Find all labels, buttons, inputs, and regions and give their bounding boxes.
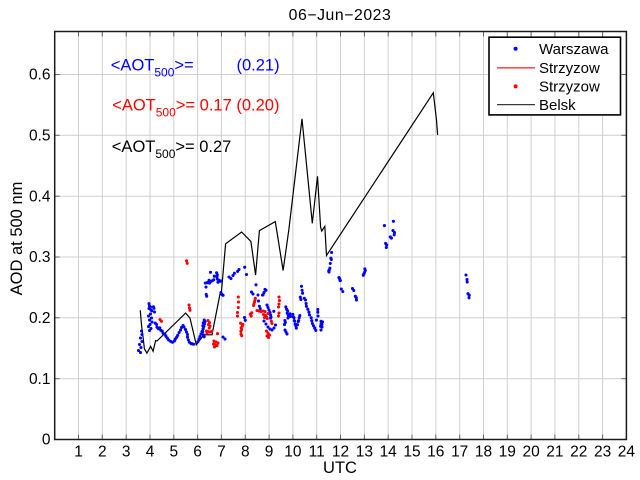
svg-text:5: 5: [169, 444, 178, 461]
svg-text:0.6: 0.6: [29, 67, 51, 84]
svg-text:0.3: 0.3: [29, 249, 51, 266]
svg-text:20: 20: [522, 444, 540, 461]
svg-text:AOD at 500 nm: AOD at 500 nm: [8, 182, 26, 296]
svg-text:Strzyzow: Strzyzow: [539, 79, 600, 96]
svg-text:3: 3: [122, 444, 131, 461]
svg-text:10: 10: [284, 444, 302, 461]
svg-text:9: 9: [265, 444, 274, 461]
svg-text:1: 1: [74, 444, 83, 461]
svg-text:06−Jun−2023: 06−Jun−2023: [289, 7, 392, 24]
svg-text:0.2: 0.2: [29, 310, 51, 327]
svg-text:23: 23: [594, 444, 611, 461]
svg-text:<AOT500>= 0.27: <AOT500>= 0.27: [112, 138, 232, 161]
svg-text:7: 7: [217, 444, 226, 461]
svg-text:21: 21: [546, 444, 563, 461]
svg-text:Strzyzow: Strzyzow: [539, 60, 600, 77]
svg-text:24: 24: [618, 444, 636, 461]
svg-text:<AOT500>= 0.17 (0.20): <AOT500>= 0.17 (0.20): [112, 97, 279, 120]
svg-text:0.5: 0.5: [29, 128, 51, 145]
svg-text:22: 22: [570, 444, 587, 461]
svg-text:15: 15: [403, 444, 420, 461]
svg-text:Warszawa: Warszawa: [539, 41, 609, 58]
svg-text:0.4: 0.4: [29, 188, 51, 205]
svg-text:0.1: 0.1: [29, 371, 51, 388]
svg-text:16: 16: [427, 444, 444, 461]
svg-text:6: 6: [193, 444, 202, 461]
svg-text:18: 18: [475, 444, 492, 461]
svg-text:17: 17: [451, 444, 468, 461]
svg-text:0: 0: [42, 432, 51, 449]
svg-text:2: 2: [98, 444, 107, 461]
svg-text:Belsk: Belsk: [539, 97, 576, 114]
svg-text:12: 12: [332, 444, 349, 461]
svg-text:11: 11: [309, 444, 325, 461]
svg-text:14: 14: [380, 444, 398, 461]
svg-text:4: 4: [146, 444, 155, 461]
svg-text:8: 8: [241, 444, 250, 461]
svg-text:13: 13: [356, 444, 373, 461]
svg-text:UTC: UTC: [323, 459, 357, 477]
svg-text:19: 19: [499, 444, 516, 461]
